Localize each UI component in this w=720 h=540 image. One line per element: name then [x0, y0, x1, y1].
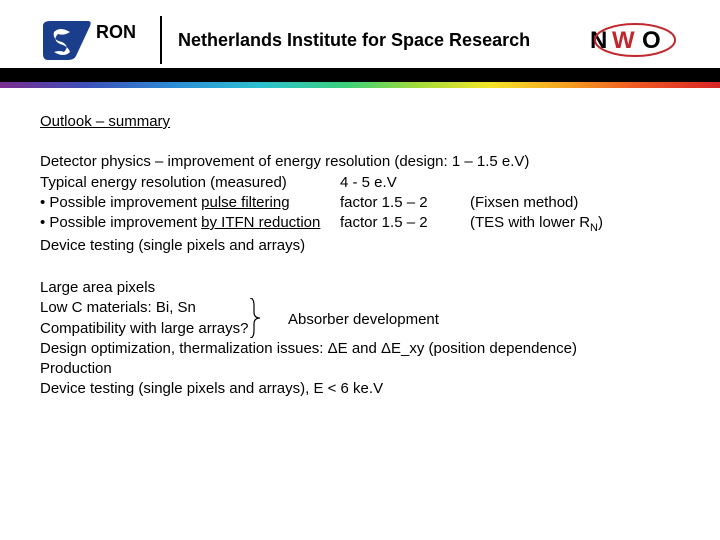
- text-line: Device testing (single pixels and arrays…: [40, 379, 680, 399]
- text-cell: 4 - 5 e.V: [340, 173, 470, 193]
- underline-span: pulse filtering: [201, 194, 289, 211]
- text-line: Device testing (single pixels and arrays…: [40, 236, 680, 256]
- text-row: • Possible improvement by ITFN reduction…: [40, 213, 680, 236]
- text-row: Typical energy resolution (measured) 4 -…: [40, 173, 680, 193]
- text-cell: (TES with lower RN): [470, 213, 680, 236]
- text-span: (TES with lower R: [470, 214, 590, 231]
- svg-text:W: W: [612, 27, 635, 54]
- text-cell: [470, 173, 680, 193]
- text-cell: Typical energy resolution (measured): [40, 173, 340, 193]
- brace-icon: [248, 298, 262, 338]
- text-span: ): [598, 214, 603, 231]
- text-cell: • Possible improvement pulse filtering: [40, 193, 340, 213]
- underline-span: by ITFN reduction: [201, 214, 320, 231]
- text-span: • Possible improvement: [40, 194, 201, 211]
- sron-logo: RON: [40, 18, 150, 62]
- text-line: Large area pixels: [40, 278, 680, 298]
- text-line: Detector physics – improvement of energy…: [40, 152, 680, 172]
- text-span: • Possible improvement: [40, 214, 201, 231]
- section-title: Outlook – summary: [40, 112, 680, 132]
- slide-header: RON Netherlands Institute for Space Rese…: [0, 0, 720, 68]
- absorber-label: Absorber development: [288, 310, 439, 330]
- text-cell: (Fixsen method): [470, 193, 680, 213]
- nwo-logo: N W O: [590, 20, 680, 60]
- header-blackbar: [0, 68, 720, 82]
- text-cell: factor 1.5 – 2: [340, 193, 470, 213]
- text-row: • Possible improvement pulse filtering f…: [40, 193, 680, 213]
- text-cell: factor 1.5 – 2: [340, 213, 470, 236]
- slide-content: Outlook – summary Detector physics – imp…: [0, 88, 720, 400]
- header-divider: [160, 16, 162, 64]
- block-large-area-pixels: Large area pixels Low C materials: Bi, S…: [40, 278, 680, 400]
- svg-text:O: O: [642, 27, 661, 54]
- text-cell: • Possible improvement by ITFN reduction: [40, 213, 340, 236]
- subscript: N: [590, 222, 598, 234]
- institute-title: Netherlands Institute for Space Research: [172, 30, 590, 51]
- text-line: Production: [40, 359, 680, 379]
- svg-text:RON: RON: [96, 22, 136, 42]
- block-detector-physics: Detector physics – improvement of energy…: [40, 152, 680, 256]
- text-line: Design optimization, thermalization issu…: [40, 339, 680, 359]
